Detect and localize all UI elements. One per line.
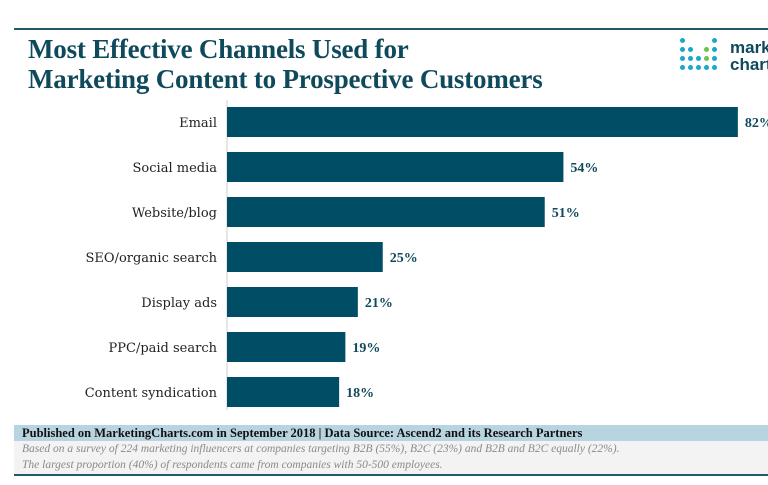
category-label: Social media: [133, 161, 218, 176]
logo-dot: [680, 38, 685, 43]
title-line-2: Marketing Content to Prospective Custome…: [28, 64, 543, 94]
logo-dot: [712, 65, 717, 70]
title-line-1: Most Effective Channels Used for: [28, 34, 409, 64]
bar: [227, 242, 383, 272]
logo-dot: [696, 56, 701, 61]
value-label: 82%: [745, 116, 768, 131]
bar-chart: Email 82% Social media 54% Website/blog 51% SE…: [85, 100, 768, 410]
logo-dot: [688, 56, 693, 61]
source-text: Published on MarketingCharts.com in Sept…: [22, 426, 583, 440]
value-label: 19%: [352, 341, 380, 356]
marketingcharts-logo: marketing charts: [678, 36, 768, 76]
note-2: The largest proportion (40%) of responde…: [22, 459, 443, 471]
bar: [227, 332, 346, 362]
logo-dot: [680, 47, 685, 52]
bar: [227, 197, 545, 227]
note-1: Based on a survey of 224 marketing influ…: [22, 443, 620, 455]
logo-dot: [712, 47, 717, 52]
category-label: Website/blog: [132, 206, 217, 221]
category-label: PPC/paid search: [109, 341, 218, 356]
logo-text-1: marketing: [730, 38, 768, 57]
value-label: 18%: [346, 386, 374, 401]
logo-dot: [712, 38, 717, 43]
logo-dot: [680, 65, 685, 70]
bar: [227, 377, 340, 407]
logo-dot: [704, 56, 709, 61]
bar: [227, 107, 738, 137]
value-label: 25%: [390, 251, 418, 266]
source-bar: Published on MarketingCharts.com in Sept…: [14, 425, 768, 441]
value-label: 54%: [570, 161, 598, 176]
logo-dot: [712, 56, 717, 61]
bar: [227, 152, 564, 182]
category-label: Email: [179, 116, 217, 131]
logo-text-2: charts: [730, 55, 768, 74]
value-label: 51%: [552, 206, 580, 221]
category-label: Display ads: [141, 296, 217, 311]
survey-notes: Based on a survey of 224 marketing influ…: [14, 441, 768, 476]
logo-dot: [680, 56, 685, 61]
logo-dot: [704, 65, 709, 70]
logo-dot: [704, 47, 709, 52]
logo-dot: [688, 47, 693, 52]
logo-dot: [688, 65, 693, 70]
top-divider: [14, 28, 768, 30]
bar: [227, 287, 358, 317]
category-label: Content syndication: [85, 386, 218, 401]
value-label: 21%: [365, 296, 393, 311]
chart-title: Most Effective Channels Used for Marketi…: [28, 34, 543, 94]
logo-dot: [696, 65, 701, 70]
category-label: SEO/organic search: [86, 251, 218, 266]
